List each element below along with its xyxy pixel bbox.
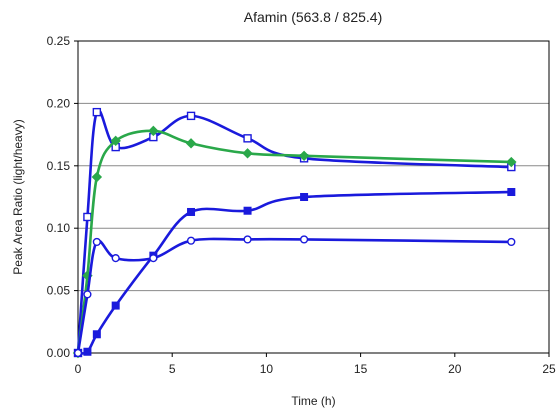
series-4 [73, 235, 516, 358]
x-axis-title: Time (h) [291, 394, 335, 408]
y-tick-label: 0.20 [47, 96, 71, 110]
x-tick-label: 25 [542, 362, 556, 376]
data-point [507, 237, 516, 247]
series-line [76, 237, 512, 354]
data-point [243, 235, 252, 244]
data-point [506, 156, 517, 168]
data-point [92, 107, 102, 117]
series-layer [72, 107, 517, 359]
data-point [83, 212, 92, 222]
data-point [243, 206, 252, 215]
x-tick-label: 5 [169, 362, 176, 376]
series-line [77, 190, 512, 355]
y-axis-ticks: 0.00 0.05 0.10 0.15 0.20 0.25 [47, 34, 78, 360]
data-point [83, 290, 92, 299]
y-tick-label: 0.05 [47, 284, 71, 298]
data-point [111, 254, 120, 263]
x-tick-label: 10 [260, 362, 274, 376]
data-point [507, 188, 516, 197]
data-point [92, 330, 101, 339]
x-tick-label: 15 [354, 362, 368, 376]
data-point [148, 125, 159, 137]
series-1 [73, 107, 516, 358]
series-line [76, 108, 512, 354]
data-point [110, 135, 121, 147]
x-tick-label: 0 [75, 362, 82, 376]
y-tick-label: 0.00 [47, 346, 71, 360]
data-point [186, 236, 196, 245]
data-point [73, 348, 83, 358]
y-tick-label: 0.15 [47, 159, 71, 173]
data-point [299, 235, 309, 244]
data-point [187, 207, 196, 216]
grid-lines [78, 102, 549, 292]
y-tick-label: 0.25 [47, 34, 71, 48]
plot-area-frame [77, 40, 550, 354]
data-point [298, 150, 310, 162]
data-point [185, 138, 197, 149]
data-point [242, 148, 253, 159]
x-axis-ticks: 0 5 10 15 20 25 [75, 353, 556, 376]
data-point [300, 193, 309, 201]
data-point [91, 171, 103, 183]
series-line [76, 129, 512, 354]
data-point [83, 347, 92, 356]
data-point [92, 237, 101, 247]
x-tick-label: 20 [448, 362, 462, 376]
chart-title: Afamin (563.8 / 825.4) [244, 9, 383, 25]
data-point [186, 111, 196, 121]
data-point [111, 301, 120, 310]
data-point [149, 254, 158, 263]
y-tick-label: 0.10 [47, 221, 71, 235]
series-3 [74, 188, 516, 357]
data-point [243, 134, 252, 143]
y-axis-title: Peak Area Ratio (light/heavy) [11, 119, 25, 274]
